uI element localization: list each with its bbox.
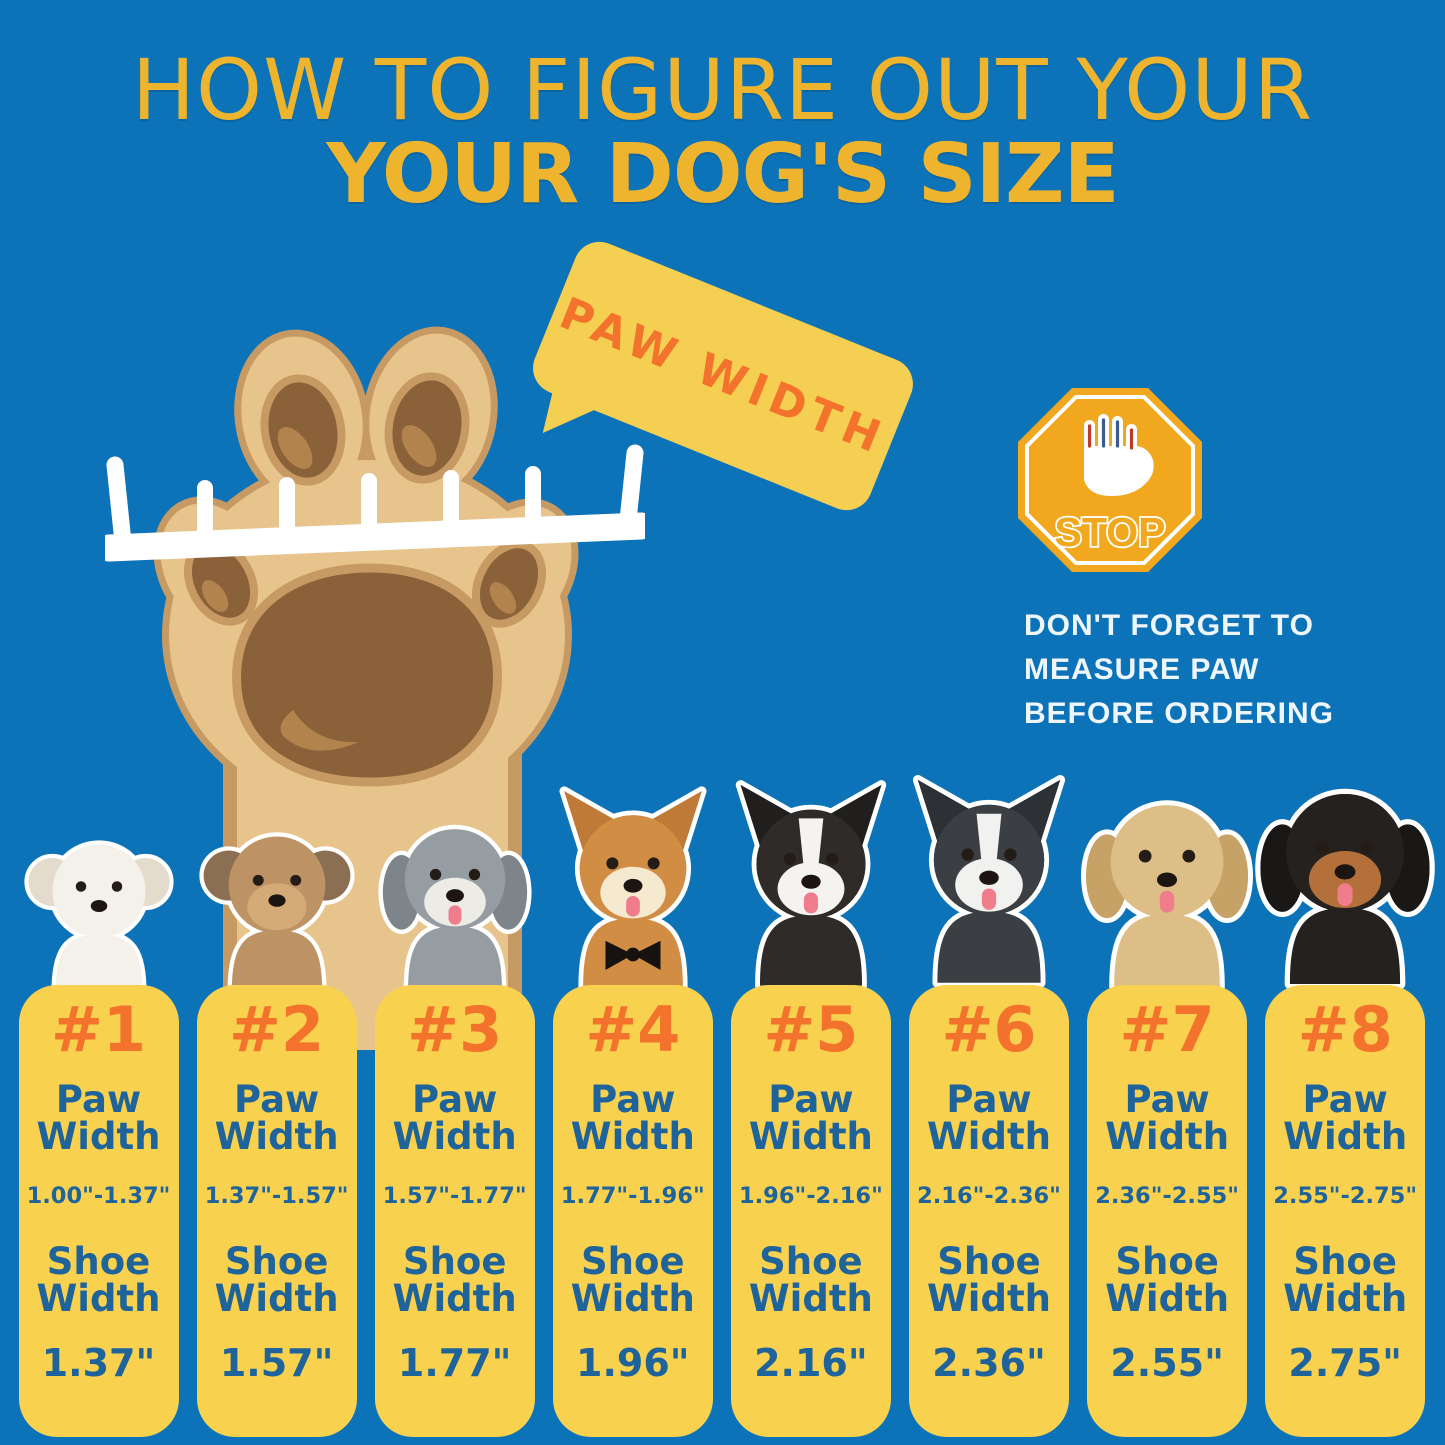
- paw-width-label: Paw Width: [1105, 1078, 1230, 1158]
- paw-width-range: 1.37"-1.57": [204, 1183, 349, 1209]
- shoe-width-value: 2.16": [754, 1341, 868, 1385]
- dog-photo-border-collie: [723, 758, 899, 1002]
- dog-photo-yorkshire-terrier: [198, 796, 355, 1002]
- shoe-width-value: 1.77": [397, 1341, 512, 1385]
- dog-photo-shiba-inu: [547, 766, 719, 1002]
- reminder-line: MEASURE PAW: [1024, 653, 1260, 686]
- size-card-7: #7 Paw Width 2.36"-2.55" Shoe Width 2.55": [1087, 985, 1248, 1437]
- size-number: #1: [50, 993, 147, 1066]
- shoe-width-label: Shoe Width: [214, 1240, 339, 1320]
- shoe-width-label: Shoe Width: [570, 1240, 695, 1320]
- size-card-3: #3 Paw Width 1.57"-1.77" Shoe Width 1.77": [374, 985, 535, 1437]
- size-number: #7: [1119, 993, 1215, 1066]
- shoe-width-value: 2.55": [1110, 1341, 1224, 1385]
- shoe-width-value: 1.57": [219, 1341, 334, 1385]
- size-card-8: #8 Paw Width 2.55"-2.75" Shoe Width 2.75": [1265, 985, 1426, 1437]
- shoe-width-label: Shoe Width: [1105, 1240, 1230, 1320]
- stop-hand-icon: [1084, 414, 1154, 496]
- shoe-width-value: 2.36": [932, 1341, 1046, 1385]
- size-card-2: #2 Paw Width 1.37"-1.57" Shoe Width 1.57": [196, 985, 357, 1437]
- stop-sign-icon: STOP: [1018, 388, 1202, 572]
- paw-width-range: 2.16"-2.36": [917, 1183, 1061, 1209]
- shoe-width-label: Shoe Width: [1283, 1240, 1408, 1320]
- size-number: #8: [1297, 993, 1393, 1066]
- dog-photo-rottweiler: [1250, 738, 1440, 1002]
- page-title-line1: HOW TO FIGURE OUT YOUR: [131, 41, 1314, 139]
- size-card-1: #1 Paw Width 1.00"-1.37" Shoe Width 1.37": [18, 985, 179, 1437]
- dog-photo-bichon-frise: [23, 807, 174, 1002]
- shoe-width-value: 1.96": [576, 1341, 690, 1385]
- shoe-width-value: 1.37": [41, 1341, 156, 1385]
- size-number: #5: [763, 993, 859, 1066]
- paw-width-range: 1.77"-1.96": [560, 1183, 705, 1209]
- paw-width-range: 1.96"-2.16": [738, 1183, 883, 1209]
- paw-width-label: Paw Width: [570, 1078, 695, 1158]
- shoe-width-value: 2.75": [1288, 1341, 1402, 1385]
- paw-pads: [183, 372, 547, 787]
- paw-icon: [105, 290, 645, 1050]
- reminder-line: DON'T FORGET TO: [1024, 609, 1314, 642]
- measuring-tape-icon: [105, 444, 645, 562]
- paw-width-label: Paw Width: [392, 1078, 517, 1158]
- reminder-text: DON'T FORGET TO MEASURE PAW BEFORE ORDER…: [1024, 604, 1384, 736]
- paw-illustration-svg: [105, 326, 645, 1050]
- paw-width-label: Paw Width: [36, 1078, 161, 1158]
- paw-width-label: Paw Width: [748, 1078, 873, 1158]
- paw-width-range: 1.00"-1.37": [26, 1183, 171, 1209]
- size-number: #3: [407, 993, 503, 1066]
- paw-width-range: 2.36"-2.55": [1095, 1183, 1239, 1209]
- dog-photo-husky: [900, 750, 1078, 1002]
- size-card-5: #5 Paw Width 1.96"-2.16" Shoe Width 2.16": [730, 985, 891, 1437]
- shoe-width-label: Shoe Width: [36, 1240, 161, 1320]
- stop-sign-label: STOP: [1055, 509, 1166, 555]
- paw-width-range: 1.57"-1.77": [382, 1183, 527, 1209]
- paw-width-label: Paw Width: [926, 1078, 1051, 1158]
- size-number: #4: [585, 993, 681, 1066]
- size-number: #6: [941, 993, 1037, 1066]
- size-card-4: #4 Paw Width 1.77"-1.96" Shoe Width 1.96": [552, 985, 713, 1437]
- shoe-width-label: Shoe Width: [392, 1240, 517, 1320]
- dog-photo-golden-retriever: [1076, 754, 1258, 1002]
- shoe-width-label: Shoe Width: [748, 1240, 873, 1320]
- page-title: HOW TO FIGURE OUT YOUR YOUR DOG'S SIZE: [0, 48, 1445, 218]
- reminder-line: BEFORE ORDERING: [1024, 697, 1335, 730]
- size-number: #2: [229, 993, 325, 1066]
- shoe-width-label: Shoe Width: [926, 1240, 1051, 1320]
- paw-width-label: Paw Width: [214, 1078, 339, 1158]
- size-card-6: #6 Paw Width 2.16"-2.36" Shoe Width 2.36": [909, 985, 1069, 1437]
- paw-width-range: 2.55"-2.75": [1273, 1183, 1418, 1209]
- paw-width-label: Paw Width: [1283, 1078, 1408, 1158]
- page-title-line2: YOUR DOG'S SIZE: [326, 127, 1119, 222]
- dog-photo-bearded-collie: [374, 786, 536, 1002]
